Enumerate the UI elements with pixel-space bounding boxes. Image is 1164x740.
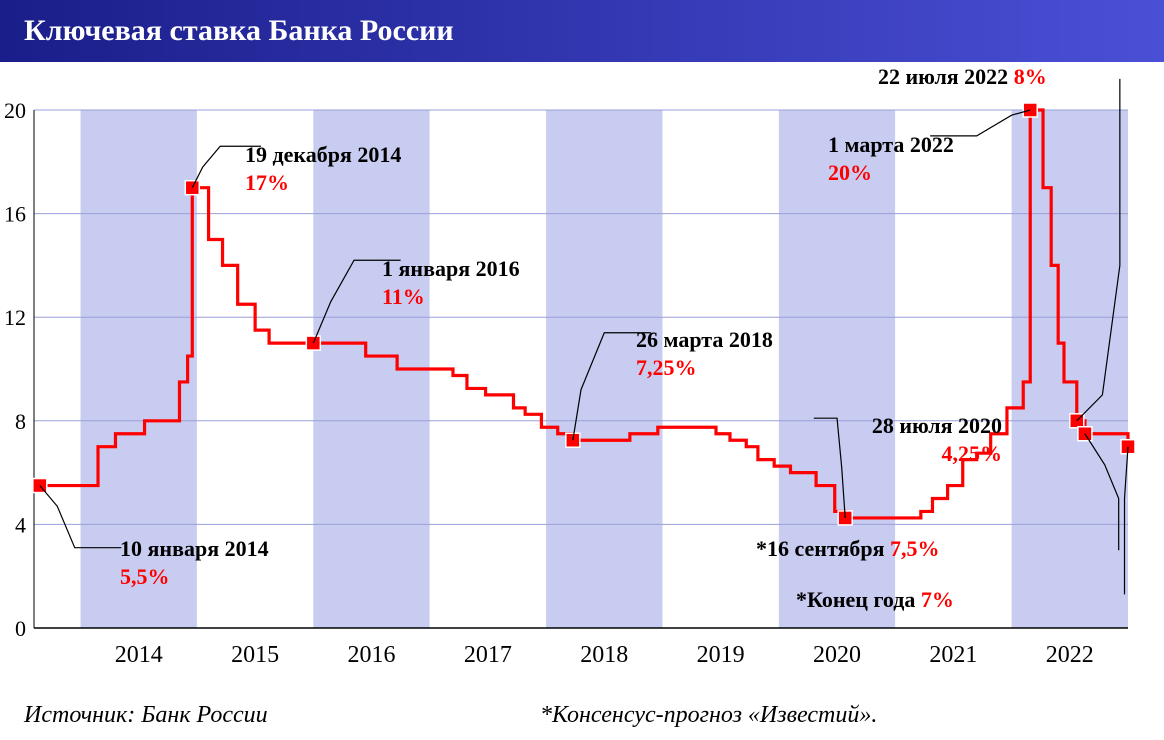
forecast-note: *Консенсус-прогноз «Известий». <box>540 702 877 729</box>
svg-text:12: 12 <box>4 305 26 330</box>
annotation-date: 19 декабря 2014 <box>245 142 401 167</box>
annotation-value: 11% <box>382 284 425 309</box>
annotation-date: 10 января 2014 <box>120 536 269 561</box>
annotation-value: 17% <box>245 170 289 195</box>
svg-text:2015: 2015 <box>231 642 279 668</box>
x-axis: 2014 2015 2016 2017 2018 2019 2020 2021 2022 <box>115 642 1094 668</box>
chart-title: Ключевая ставка Банка России <box>24 14 454 48</box>
svg-text:2019: 2019 <box>697 642 745 668</box>
annotation-label: *16 сентября 7,5% <box>756 536 940 561</box>
annotation-date: 1 января 2016 <box>382 256 520 281</box>
svg-text:2022: 2022 <box>1046 642 1094 668</box>
svg-text:2016: 2016 <box>348 642 396 668</box>
svg-text:4: 4 <box>15 512 26 537</box>
annotation-date: 28 июля 2020 <box>872 413 1002 438</box>
svg-text:8: 8 <box>15 409 26 434</box>
svg-text:16: 16 <box>4 202 26 227</box>
chart-stage: Ключевая ставка Банка России 04812162020… <box>0 0 1164 740</box>
annotation-date: 1 марта 2022 <box>828 132 954 157</box>
annotation-label: 22 июля 2022 8% <box>878 64 1047 89</box>
annotation-value: 20% <box>828 160 872 185</box>
annotation-value: 4,25% <box>942 441 1003 466</box>
annotation-date: 26 марта 2018 <box>636 327 773 352</box>
svg-text:20: 20 <box>4 98 26 123</box>
svg-text:2021: 2021 <box>929 642 977 668</box>
source-label: Источник: Банк России <box>24 702 268 729</box>
chart-title-bar: Ключевая ставка Банка России <box>0 0 1164 62</box>
key-rate-chart: 0 4 8 12 16 20 2014 2015 2016 2017 2018 2019 2020 202… <box>0 62 1164 698</box>
svg-text:2014: 2014 <box>115 642 163 668</box>
svg-text:2020: 2020 <box>813 642 861 668</box>
annotation-value: 5,5% <box>120 564 170 589</box>
annotation-value: 7,25% <box>636 355 697 380</box>
svg-text:2017: 2017 <box>464 642 512 668</box>
annotation-label: *Конец года 7% <box>796 587 954 612</box>
svg-text:0: 0 <box>15 616 26 641</box>
svg-text:2018: 2018 <box>580 642 628 668</box>
